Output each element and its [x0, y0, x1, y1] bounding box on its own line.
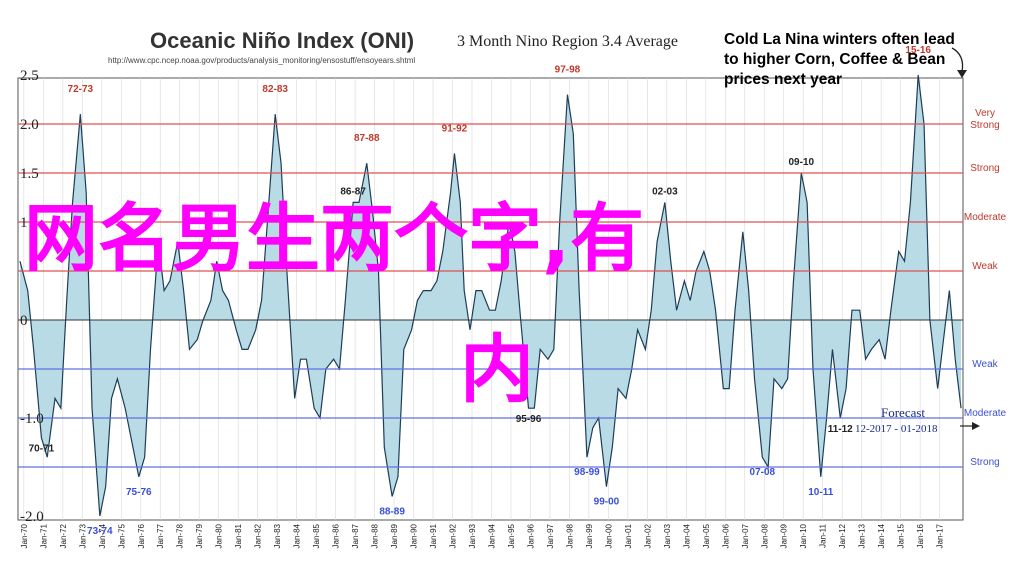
x-tick-label: Jan-70 — [20, 523, 29, 548]
y-tick-label: -2.0 — [20, 509, 44, 525]
x-tick-label: Jan-72 — [59, 523, 68, 548]
x-tick-label: Jan-09 — [780, 523, 789, 548]
annotation-arrow — [951, 47, 964, 73]
threshold-label: Weak — [972, 359, 998, 370]
x-tick-label: Jan-13 — [858, 523, 867, 548]
event-label: 15-16 — [905, 45, 931, 56]
x-tick-label: Jan-82 — [254, 523, 263, 548]
event-label: 70-71 — [29, 444, 55, 455]
x-tick-label: Jan-99 — [585, 523, 594, 548]
x-tick-label: Jan-00 — [604, 523, 613, 548]
x-tick-label: Jan-02 — [643, 523, 652, 548]
x-tick-label: Jan-15 — [897, 523, 906, 548]
x-tick-label: Jan-77 — [156, 523, 165, 548]
x-tick-label: Jan-97 — [546, 523, 555, 548]
threshold-label: Strong — [970, 163, 999, 174]
annotation-arrow-head — [957, 70, 967, 78]
x-tick-label: Jan-06 — [721, 523, 730, 548]
y-tick-label: 2.5 — [20, 68, 39, 84]
threshold-label: Moderate — [964, 212, 1007, 223]
x-tick-label: Jan-75 — [117, 523, 126, 548]
x-tick-label: Jan-16 — [916, 523, 925, 548]
event-label: 75-76 — [126, 487, 152, 498]
x-tick-label: Jan-94 — [487, 523, 496, 548]
x-tick-label: Jan-14 — [877, 523, 886, 548]
x-tick-label: Jan-95 — [507, 523, 516, 548]
forecast-arrow-head — [972, 422, 980, 430]
oni-line — [19, 74, 962, 517]
event-label: 09-10 — [788, 157, 814, 168]
x-tick-label: Jan-96 — [526, 523, 535, 548]
x-tick-label: Jan-98 — [565, 523, 574, 548]
event-label: 11-12 — [828, 424, 853, 435]
x-tick-label: Jan-78 — [176, 523, 185, 548]
x-tick-label: Jan-80 — [215, 523, 224, 548]
threshold-label: Strong — [970, 120, 999, 131]
x-tick-label: Jan-05 — [702, 523, 711, 548]
x-tick-label: Jan-81 — [234, 523, 243, 548]
event-label: 91-92 — [442, 123, 468, 134]
x-tick-label: Jan-04 — [682, 523, 691, 548]
x-tick-label: Jan-76 — [137, 523, 146, 548]
overlay-text-line1: 网名男生两个字,有 — [24, 196, 645, 282]
overlay-text-line2: 内 — [460, 327, 534, 413]
event-label: 02-03 — [652, 186, 678, 197]
event-label: 95-96 — [516, 414, 542, 425]
la-nina-annotation: Cold La Nina winters often lead to highe… — [724, 31, 955, 88]
event-label: 86-87 — [340, 186, 366, 197]
event-label: 97-98 — [555, 65, 581, 76]
chart-title: Oceanic Niño Index (ONI) — [150, 28, 415, 53]
threshold-label: Strong — [970, 457, 999, 468]
x-tick-label: Jan-88 — [371, 523, 380, 548]
event-label: 10-11 — [808, 487, 833, 498]
x-tick-label: Jan-71 — [39, 523, 48, 548]
x-tick-label: Jan-85 — [312, 523, 321, 548]
x-tick-label: Jan-89 — [390, 523, 399, 548]
event-label: 99-00 — [594, 497, 620, 508]
threshold-label: Moderate — [964, 408, 1007, 419]
x-tick-label: Jan-01 — [624, 523, 633, 548]
threshold-label: Weak — [972, 261, 998, 272]
y-tick-label: -1.0 — [20, 411, 44, 427]
event-label: 88-89 — [379, 506, 405, 517]
x-tick-label: Jan-08 — [760, 523, 769, 548]
x-tick-label: Jan-92 — [449, 523, 458, 548]
y-tick-label: 2.0 — [20, 117, 39, 133]
x-tick-label: Jan-12 — [838, 523, 847, 548]
x-tick-label: Jan-07 — [741, 523, 750, 548]
y-tick-label: 1 — [20, 215, 28, 231]
x-tick-label: Jan-83 — [273, 523, 282, 548]
chart-subtitle: 3 Month Nino Region 3.4 Average — [457, 33, 679, 50]
y-tick-label: 1.5 — [20, 166, 39, 182]
x-tick-label: Jan-11 — [819, 523, 828, 547]
x-tick-label: Jan-17 — [936, 523, 945, 548]
x-tick-label: Jan-86 — [332, 523, 341, 548]
forecast-label: Forecast — [881, 405, 926, 420]
event-label: 73-74 — [87, 526, 113, 537]
x-tick-label: Jan-10 — [799, 523, 808, 548]
x-tick-label: Jan-79 — [195, 523, 204, 548]
source-url[interactable]: http://www.cpc.ncep.noaa.gov/products/an… — [108, 56, 416, 65]
event-label: 87-88 — [354, 133, 380, 144]
x-tick-label: Jan-73 — [78, 523, 87, 548]
event-label: 07-08 — [750, 467, 776, 478]
forecast-range: 12-2017 - 01-2018 — [855, 423, 938, 435]
event-label: 72-73 — [68, 84, 94, 95]
threshold-label: Very — [975, 108, 995, 119]
x-tick-label: Jan-93 — [468, 523, 477, 548]
x-tick-label: Jan-84 — [293, 523, 302, 548]
event-label: 98-99 — [574, 467, 600, 478]
y-tick-label: 0 — [20, 313, 28, 329]
x-tick-label: Jan-74 — [98, 523, 107, 548]
x-tick-label: Jan-90 — [410, 523, 419, 548]
x-tick-label: Jan-03 — [663, 523, 672, 548]
x-tick-label: Jan-91 — [429, 523, 438, 548]
x-tick-label: Jan-87 — [351, 523, 360, 548]
event-label: 82-83 — [262, 84, 288, 95]
